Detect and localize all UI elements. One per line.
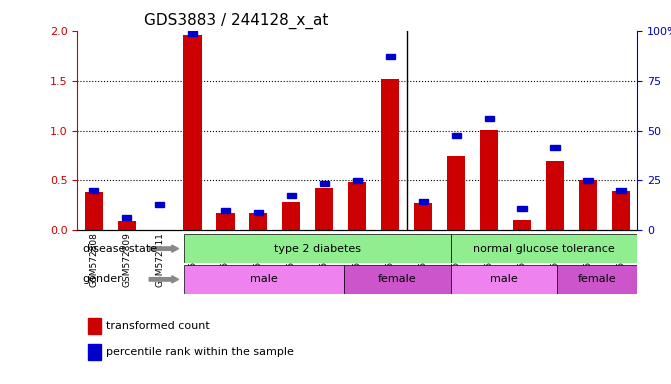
Text: percentile rank within the sample: percentile rank within the sample [107, 347, 295, 357]
Bar [89, 188, 98, 193]
Bar [250, 214, 268, 230]
Text: type 2 diabetes: type 2 diabetes [274, 243, 361, 254]
Text: gender: gender [83, 274, 122, 285]
Bar [480, 129, 498, 230]
Text: female: female [578, 274, 617, 285]
FancyArrow shape [149, 276, 178, 283]
Bar [89, 344, 101, 360]
Bar [85, 192, 103, 230]
Bar [287, 193, 296, 198]
Bar [117, 222, 136, 230]
Bar [315, 189, 333, 230]
Bar [583, 178, 592, 183]
Bar [484, 116, 494, 121]
Bar [617, 188, 625, 193]
Bar [353, 178, 362, 183]
Bar [546, 161, 564, 230]
Bar [550, 145, 560, 150]
Bar [122, 215, 132, 220]
Bar [183, 35, 201, 230]
Bar [451, 234, 637, 263]
Text: male: male [491, 274, 518, 285]
Bar [184, 234, 451, 263]
Text: female: female [378, 274, 417, 285]
Bar [254, 210, 263, 215]
Bar [414, 204, 432, 230]
Bar [155, 202, 164, 207]
Text: disease state: disease state [83, 243, 156, 254]
Bar [579, 180, 597, 230]
Bar [513, 220, 531, 230]
Bar [344, 265, 451, 294]
FancyArrow shape [149, 245, 178, 252]
Text: normal glucose tolerance: normal glucose tolerance [473, 243, 615, 254]
Bar [381, 79, 399, 230]
Text: male: male [250, 274, 278, 285]
Text: GDS3883 / 244128_x_at: GDS3883 / 244128_x_at [144, 13, 329, 29]
Bar [447, 156, 465, 230]
Bar [452, 133, 461, 138]
Bar [320, 181, 329, 186]
Bar [558, 265, 637, 294]
Bar [184, 265, 344, 294]
Text: transformed count: transformed count [107, 321, 210, 331]
Bar [221, 208, 230, 213]
Bar [188, 31, 197, 36]
Bar [419, 199, 428, 204]
Bar [348, 182, 366, 230]
Bar [282, 202, 301, 230]
Bar [386, 54, 395, 60]
Bar [451, 265, 558, 294]
Bar [217, 214, 235, 230]
Bar [89, 318, 101, 334]
Bar [517, 206, 527, 211]
Bar [612, 192, 630, 230]
